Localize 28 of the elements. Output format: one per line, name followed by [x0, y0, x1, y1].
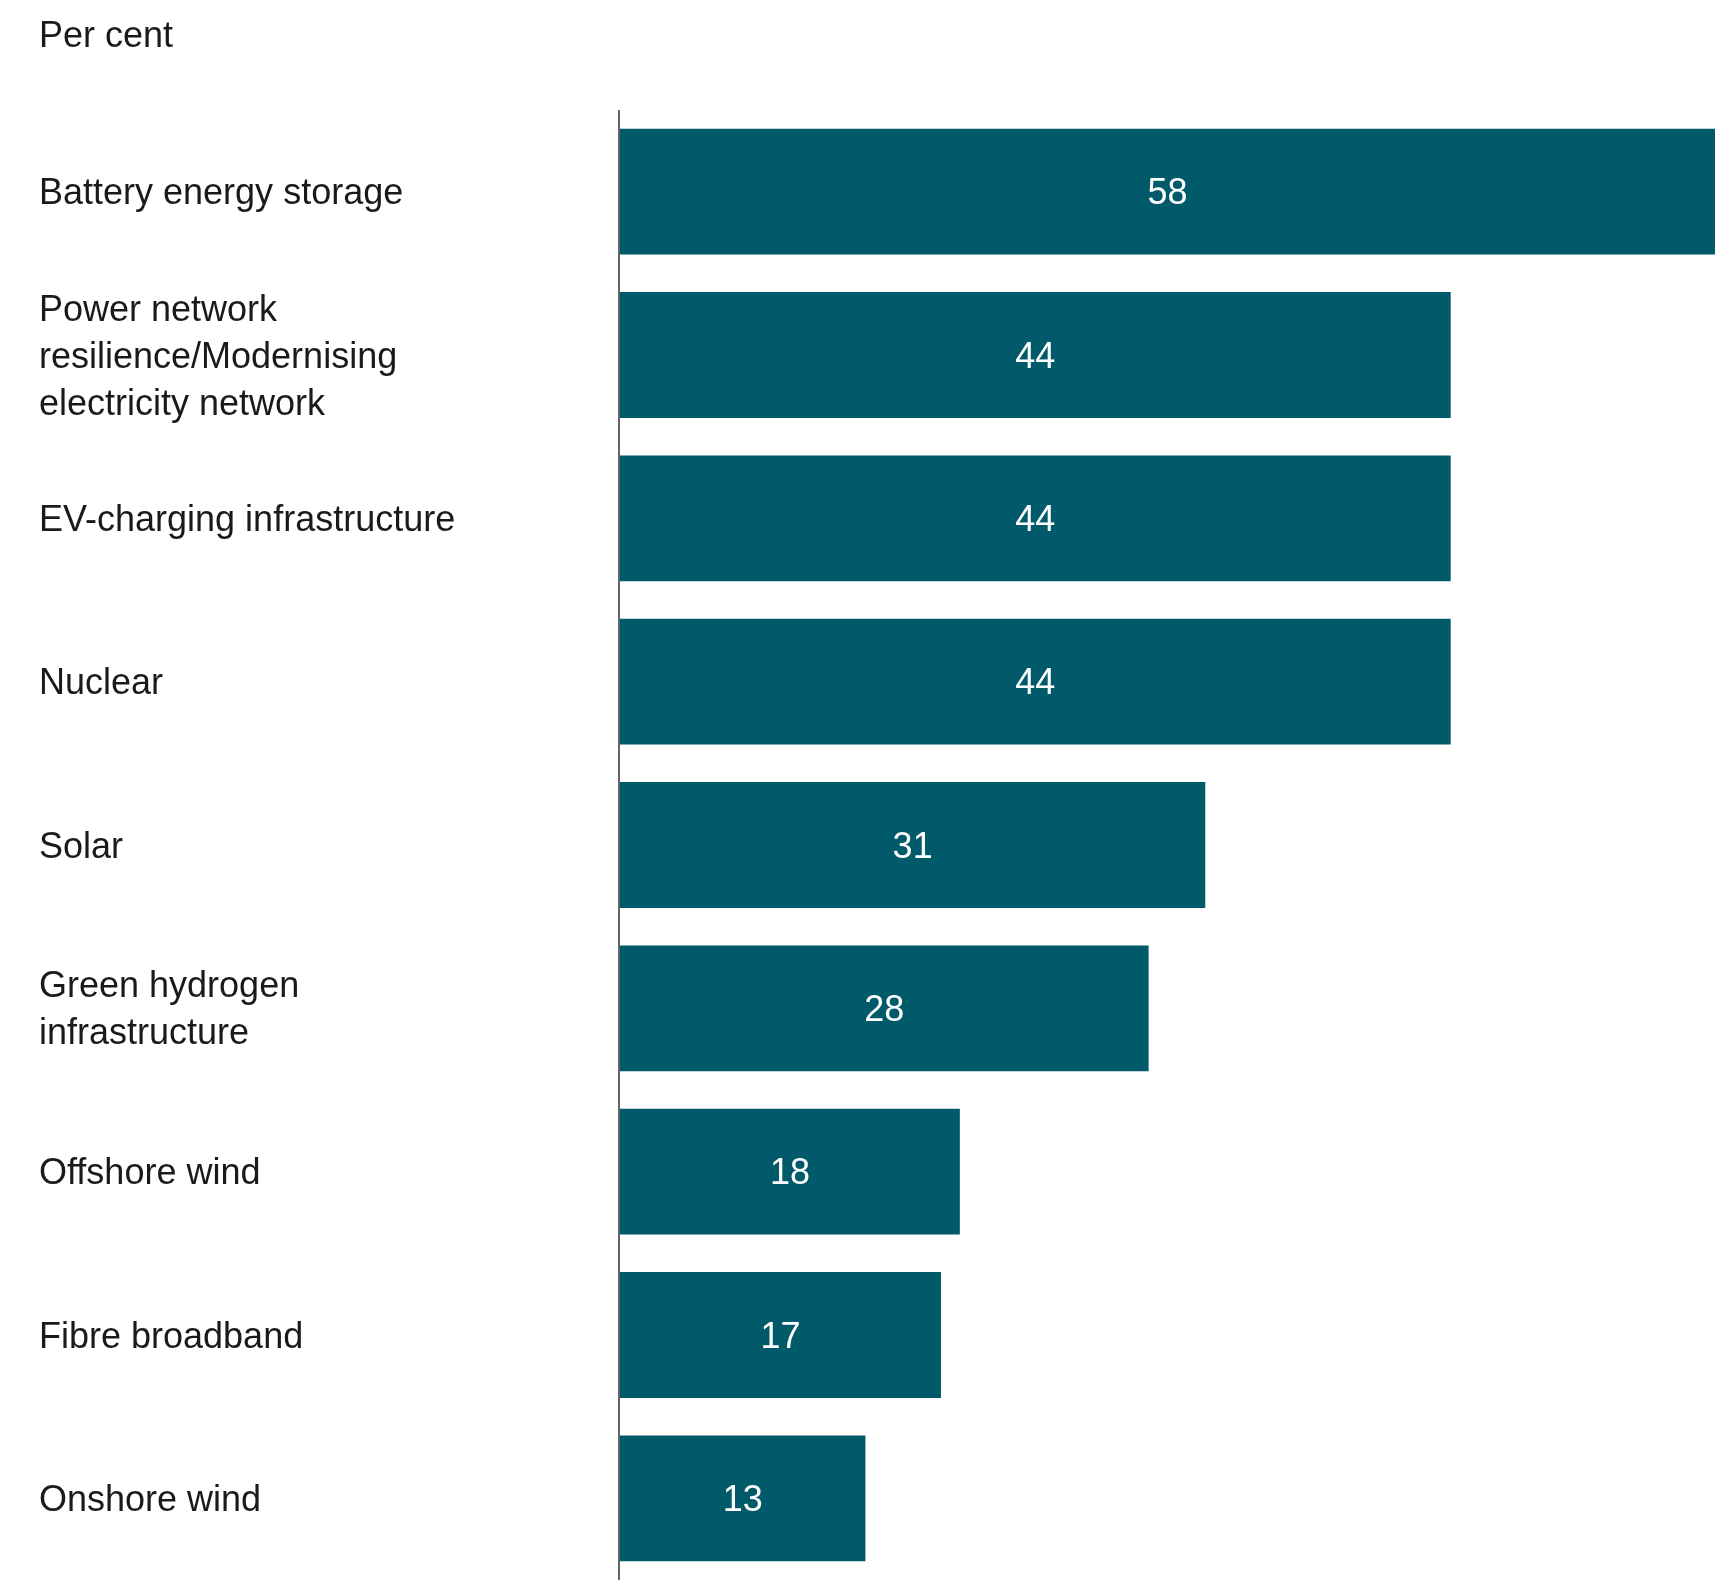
bar [620, 945, 1149, 1072]
y-tick-label: Solar [39, 825, 124, 866]
y-tick-label: Onshore wind [39, 1478, 262, 1519]
bar [620, 782, 1206, 908]
bar [620, 455, 1451, 582]
y-tick-label: EV-charging infrastructure [39, 498, 456, 539]
data-label: 58 [1147, 171, 1188, 213]
y-tick-label: Offshore wind [39, 1151, 261, 1192]
y-tick-label: Battery energy storage [39, 171, 404, 212]
bar [620, 128, 1715, 255]
data-label: 31 [892, 824, 933, 866]
data-label: 44 [1015, 334, 1056, 376]
data-label: 44 [1015, 497, 1056, 539]
data-label: 44 [1015, 661, 1056, 703]
y-tick-label: Nuclear [39, 661, 164, 702]
data-label: 13 [722, 1477, 763, 1519]
y-tick-label: Green hydrogen infrastructure [39, 964, 300, 1052]
x-axis-title: Per cent [39, 14, 174, 55]
data-label: 18 [769, 1151, 810, 1193]
data-label: 17 [760, 1314, 801, 1356]
bar [620, 618, 1451, 745]
y-tick-label: Fibre broadband [39, 1315, 304, 1356]
bar [620, 1435, 866, 1562]
data-label: 28 [864, 987, 905, 1029]
y-tick-label: Power network resilience/Modernising electricity network [39, 288, 398, 423]
bar [620, 1108, 960, 1235]
bar [620, 292, 1451, 418]
bar [620, 1272, 941, 1398]
